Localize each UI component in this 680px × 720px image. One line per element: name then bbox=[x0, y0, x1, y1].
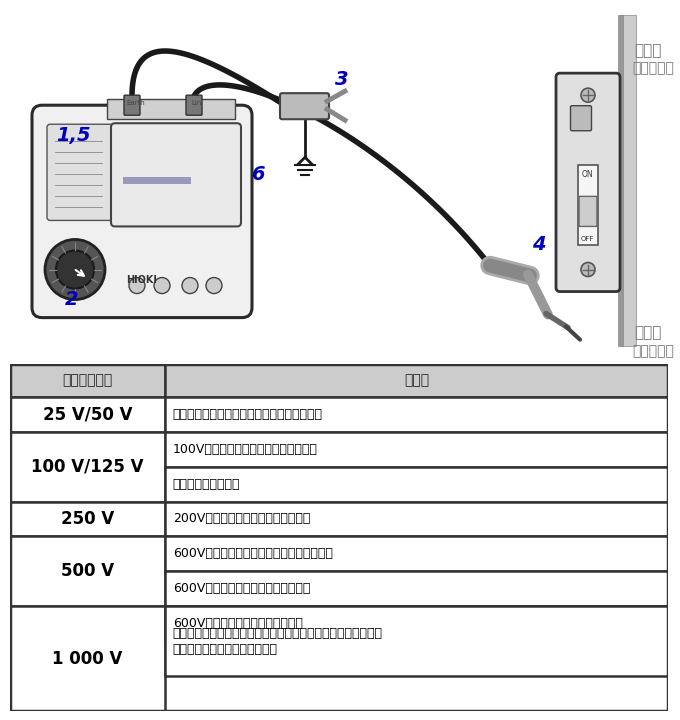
Text: 1 000 V: 1 000 V bbox=[52, 650, 122, 668]
Bar bbox=[165, 364, 668, 397]
FancyBboxPatch shape bbox=[556, 73, 620, 292]
FancyBboxPatch shape bbox=[111, 123, 241, 226]
Bar bbox=[165, 467, 668, 502]
Circle shape bbox=[581, 263, 595, 276]
Text: 4: 4 bbox=[532, 235, 545, 254]
FancyBboxPatch shape bbox=[280, 93, 329, 120]
Bar bbox=[10, 397, 165, 431]
Bar bbox=[123, 177, 191, 184]
Text: Lin: Lin bbox=[192, 100, 202, 107]
Text: 3: 3 bbox=[335, 70, 349, 89]
FancyBboxPatch shape bbox=[571, 106, 592, 131]
Circle shape bbox=[182, 277, 198, 294]
FancyBboxPatch shape bbox=[124, 95, 140, 115]
Text: 2: 2 bbox=[65, 289, 79, 309]
Bar bbox=[165, 606, 668, 642]
Circle shape bbox=[45, 240, 105, 300]
Bar bbox=[620, 15, 636, 346]
FancyBboxPatch shape bbox=[186, 95, 202, 115]
Text: （初级侧）: （初级侧） bbox=[632, 61, 674, 75]
FancyBboxPatch shape bbox=[579, 197, 597, 226]
Text: 经常使用较高电压的高压设备（如高压线、高压设备、使用高压: 经常使用较高电压的高压设备（如高压线、高压设备、使用高压 bbox=[173, 627, 383, 640]
Text: 600V以下的低压配电路和设备的维护和管理: 600V以下的低压配电路和设备的维护和管理 bbox=[173, 547, 333, 560]
Text: Earth: Earth bbox=[126, 100, 146, 107]
Text: ON: ON bbox=[582, 171, 594, 179]
Text: 使用例: 使用例 bbox=[404, 373, 429, 387]
FancyBboxPatch shape bbox=[32, 105, 252, 318]
Circle shape bbox=[154, 277, 170, 294]
Bar bbox=[10, 502, 165, 536]
Text: 6: 6 bbox=[251, 166, 265, 184]
Circle shape bbox=[581, 88, 595, 102]
Bar bbox=[618, 15, 623, 346]
Text: 用于电话线路的设备、电话线电路的绝缘测量: 用于电话线路的设备、电话线电路的绝缘测量 bbox=[173, 408, 323, 420]
Text: 控制设备的绝缘测量: 控制设备的绝缘测量 bbox=[173, 477, 240, 490]
FancyBboxPatch shape bbox=[47, 125, 113, 220]
Text: 额定测量电压: 额定测量电压 bbox=[63, 373, 113, 387]
Text: 250 V: 250 V bbox=[61, 510, 114, 528]
Text: HIOKI: HIOKI bbox=[126, 274, 158, 284]
Circle shape bbox=[56, 251, 94, 289]
Bar bbox=[165, 502, 668, 536]
Circle shape bbox=[206, 277, 222, 294]
Text: 600V以下的低压配电路竣工时的检查: 600V以下的低压配电路竣工时的检查 bbox=[173, 582, 310, 595]
Bar bbox=[107, 99, 235, 120]
Text: 600V以上的电路和设备的绝缘检查: 600V以上的电路和设备的绝缘检查 bbox=[173, 618, 303, 631]
Text: 100 V/125 V: 100 V/125 V bbox=[31, 457, 143, 475]
Text: （次级侧）: （次级侧） bbox=[632, 345, 674, 359]
Bar bbox=[165, 572, 668, 606]
Bar bbox=[10, 536, 165, 606]
Bar bbox=[165, 606, 668, 676]
Bar bbox=[165, 536, 668, 572]
Text: 电源侧: 电源侧 bbox=[634, 43, 662, 58]
Bar bbox=[10, 606, 165, 711]
Text: 负载侧: 负载侧 bbox=[634, 325, 662, 341]
Text: OFF: OFF bbox=[581, 236, 594, 243]
Text: 的通讯设备或电路）的绝缘测量: 的通讯设备或电路）的绝缘测量 bbox=[173, 643, 277, 656]
Text: 25 V/50 V: 25 V/50 V bbox=[43, 405, 132, 423]
Text: 500 V: 500 V bbox=[61, 562, 114, 580]
Bar bbox=[10, 431, 165, 502]
Text: 100V的低压配电路和设备的维护和管理: 100V的低压配电路和设备的维护和管理 bbox=[173, 443, 318, 456]
Bar bbox=[578, 166, 598, 246]
Text: 1,5: 1,5 bbox=[56, 126, 90, 145]
Bar bbox=[10, 364, 165, 397]
Text: 200V的低压电路和设备的维护和管理: 200V的低压电路和设备的维护和管理 bbox=[173, 513, 310, 526]
Bar bbox=[165, 397, 668, 431]
Circle shape bbox=[129, 277, 145, 294]
Bar bbox=[165, 431, 668, 467]
